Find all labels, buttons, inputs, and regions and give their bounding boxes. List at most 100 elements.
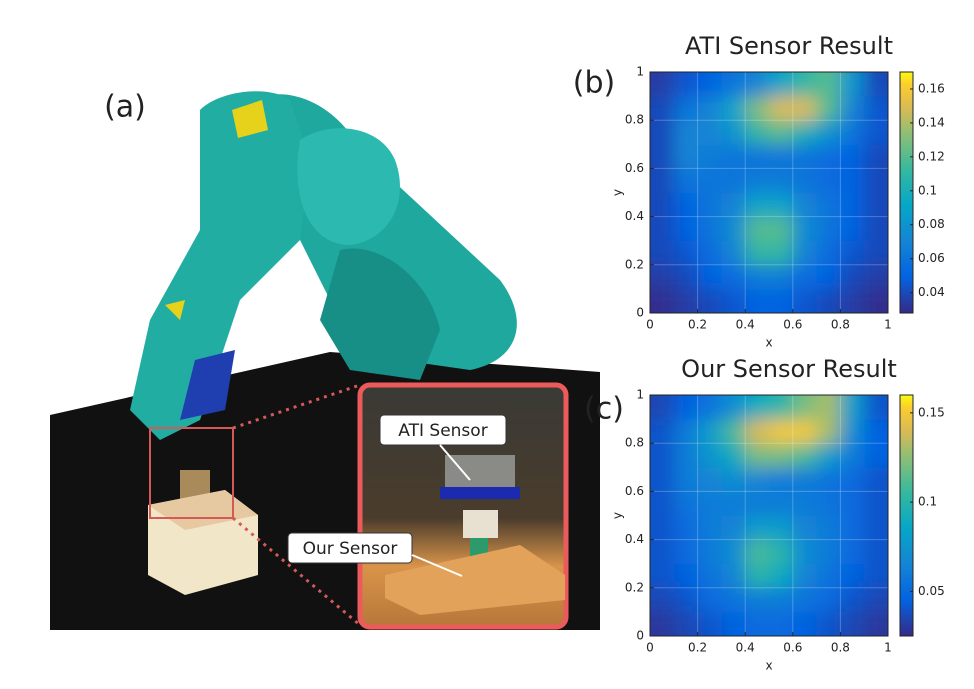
- heatmap-cell: [792, 168, 818, 193]
- heatmap-cell: [697, 467, 722, 492]
- heatmap-cell: [745, 611, 770, 636]
- heatmap-cell: [745, 168, 770, 193]
- heatmap-cell: [840, 288, 865, 313]
- heatmap-cell: [864, 192, 888, 218]
- heatmap-cell: [840, 491, 865, 516]
- heatmap-cell: [697, 240, 722, 266]
- heatmap-cell: [840, 443, 865, 468]
- heatmap-cell: [697, 395, 722, 420]
- heatmap-cell: [840, 216, 865, 242]
- colorbar: [899, 394, 914, 637]
- heatmap-cell: [650, 443, 675, 468]
- heatmap-cell: [673, 539, 699, 565]
- heatmap-cell: [769, 419, 794, 444]
- heatmap-cell: [864, 120, 888, 145]
- heatmap-cell: [650, 419, 675, 444]
- heatmap-cell: [697, 563, 722, 589]
- heatmap-cell: [673, 611, 699, 636]
- heatmap-cell: [650, 72, 675, 97]
- heatmap-cell: [816, 491, 841, 516]
- heatmap-cell: [864, 515, 888, 541]
- heatmap-cell: [816, 395, 841, 420]
- heatmap-cell: [673, 395, 699, 420]
- heatmap-cell: [721, 515, 746, 541]
- heatmap-cell: [650, 120, 675, 145]
- y-axis-label: y: [611, 189, 625, 196]
- heatmap-cell: [840, 587, 865, 613]
- colorbar-tick-label: 0.16: [918, 81, 945, 95]
- heatmap-cells: [650, 395, 888, 636]
- colorbar-tick-label: 0.15: [918, 405, 945, 419]
- heatmap-cell: [745, 216, 770, 242]
- heatmap-cell: [673, 515, 699, 541]
- heatmap-cell: [745, 563, 770, 589]
- heatmap-cell: [769, 563, 794, 589]
- heatmap-cell: [840, 168, 865, 193]
- heatmap-cell: [769, 72, 794, 97]
- heatmap-cell: [721, 216, 746, 242]
- callout-box: [287, 532, 413, 564]
- heatmap-cell: [745, 288, 770, 313]
- x-tick-label: 0: [646, 318, 654, 332]
- colorbar-tick-label: 0.05: [918, 584, 945, 598]
- heatmap-cell: [769, 192, 794, 218]
- heatmap-cell: [650, 144, 675, 169]
- heatmap-cell: [673, 419, 699, 444]
- heatmap-cell: [816, 515, 841, 541]
- heatmap-cell: [745, 419, 770, 444]
- x-tick-label: 0.2: [688, 318, 707, 332]
- heatmap-cell: [721, 467, 746, 492]
- heatmap-cell: [792, 611, 818, 636]
- heatmap-cell: [816, 539, 841, 565]
- heatmap-cell: [650, 539, 675, 565]
- heatmap-cell: [697, 216, 722, 242]
- heatmap-cell: [792, 395, 818, 420]
- heatmap-cell: [650, 563, 675, 589]
- heatmap-cell: [864, 216, 888, 242]
- heatmap-cell: [745, 443, 770, 468]
- heatmap-cell: [673, 563, 699, 589]
- heatmap-cell: [864, 419, 888, 444]
- heatmap-cell: [697, 491, 722, 516]
- heatmap-cell: [673, 192, 699, 218]
- heatmap-cell: [721, 192, 746, 218]
- heatmap-cell: [721, 443, 746, 468]
- axes-frame: [649, 394, 889, 637]
- heatmap-cell: [721, 168, 746, 193]
- heatmap-cell: [721, 96, 746, 121]
- heatmap-cell: [745, 539, 770, 565]
- heatmap-cell: [816, 264, 841, 290]
- heatmap-cell: [721, 611, 746, 636]
- heatmap-cell: [673, 120, 699, 145]
- heatmap: [650, 395, 888, 636]
- heatmap-cell: [864, 611, 888, 636]
- heatmap-cell: [792, 96, 818, 121]
- heatmap-cell: [745, 120, 770, 145]
- heatmap-cell: [745, 72, 770, 97]
- heatmap-cell: [840, 467, 865, 492]
- heatmap-cell: [697, 192, 722, 218]
- panel-label: (b): [573, 66, 615, 101]
- x-tick-label: 0: [646, 641, 654, 655]
- heatmap-cell: [816, 419, 841, 444]
- heatmap-cell: [792, 264, 818, 290]
- heatmap-cell: [792, 144, 818, 169]
- heatmap: [650, 72, 888, 313]
- colorbar-tick-label: 0.08: [918, 217, 945, 231]
- heatmap-cell: [697, 419, 722, 444]
- heatmap-cell: [840, 144, 865, 169]
- heatmap-cell: [673, 443, 699, 468]
- heatmap-cell: [864, 395, 888, 420]
- heatmap-cell: [769, 96, 794, 121]
- robot-photo: ATI Sensor Our Sensor: [50, 91, 600, 630]
- heatmap-cell: [697, 168, 722, 193]
- heatmap-cell: [721, 419, 746, 444]
- heatmap-cell: [816, 467, 841, 492]
- heatmap-cell: [697, 539, 722, 565]
- heatmap-cell: [769, 515, 794, 541]
- heatmap-cell: [769, 120, 794, 145]
- heatmap-cell: [769, 587, 794, 613]
- x-tick-label: 0.6: [783, 318, 802, 332]
- heatmap-cell: [721, 491, 746, 516]
- y-tick-label: 1: [636, 388, 644, 402]
